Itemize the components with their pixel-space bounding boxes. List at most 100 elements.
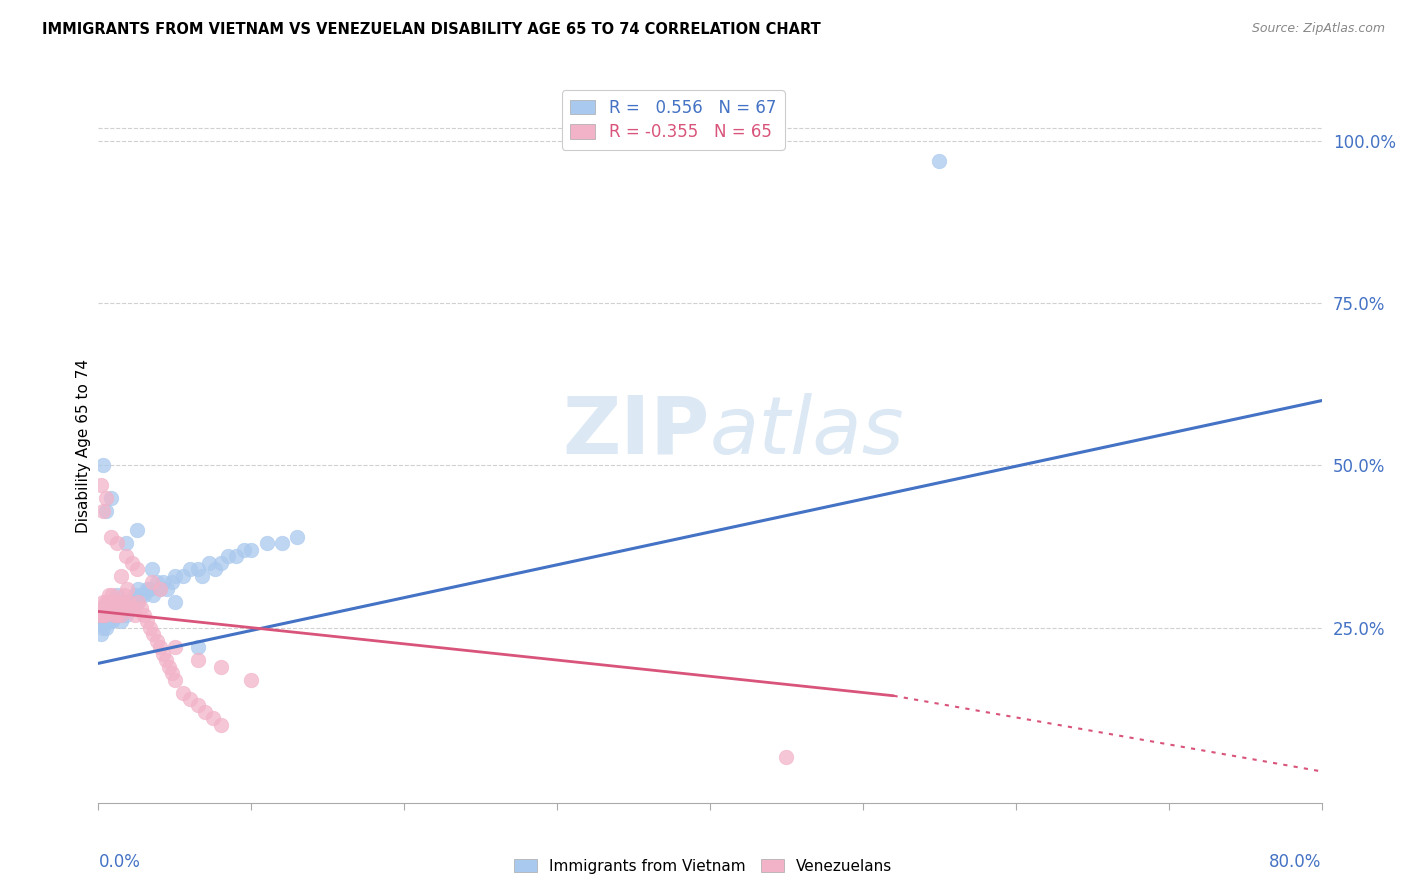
Point — [134, 607, 156, 622]
Point — [172, 685, 194, 699]
Point — [118, 595, 141, 609]
Point — [118, 595, 141, 609]
Point — [240, 673, 263, 687]
Point — [94, 601, 117, 615]
Point — [139, 621, 162, 635]
Point — [209, 718, 232, 732]
Text: 0.0%: 0.0% — [98, 853, 141, 871]
Point — [94, 601, 117, 615]
Point — [141, 575, 163, 590]
Point — [100, 601, 122, 615]
Point — [90, 627, 112, 641]
Point — [104, 601, 127, 615]
Point — [163, 640, 186, 654]
Point — [100, 614, 122, 628]
Point — [100, 595, 122, 609]
Point — [101, 588, 124, 602]
Point — [105, 588, 128, 602]
Point — [111, 595, 134, 609]
Point — [105, 607, 128, 622]
Point — [240, 542, 263, 557]
Point — [98, 595, 121, 609]
Point — [90, 478, 112, 492]
Point — [97, 601, 120, 615]
Point — [111, 601, 134, 615]
Text: IMMIGRANTS FROM VIETNAM VS VENEZUELAN DISABILITY AGE 65 TO 74 CORRELATION CHART: IMMIGRANTS FROM VIETNAM VS VENEZUELAN DI… — [42, 22, 821, 37]
Point — [191, 568, 214, 582]
Point — [129, 601, 152, 615]
Point — [163, 568, 186, 582]
Point — [194, 705, 217, 719]
Point — [91, 504, 114, 518]
Point — [160, 666, 183, 681]
Point — [136, 582, 159, 596]
Point — [775, 750, 797, 764]
Point — [217, 549, 239, 564]
Point — [107, 601, 129, 615]
Point — [156, 582, 179, 596]
Point — [187, 640, 209, 654]
Point — [89, 607, 111, 622]
Point — [121, 601, 143, 615]
Point — [209, 556, 232, 570]
Point — [107, 595, 129, 609]
Point — [105, 536, 128, 550]
Point — [142, 627, 165, 641]
Legend: Immigrants from Vietnam, Venezuelans: Immigrants from Vietnam, Venezuelans — [508, 853, 898, 880]
Point — [100, 491, 122, 505]
Point — [125, 562, 148, 576]
Point — [121, 556, 143, 570]
Point — [127, 582, 149, 596]
Point — [134, 588, 156, 602]
Point — [105, 607, 128, 622]
Point — [103, 601, 125, 615]
Point — [152, 647, 174, 661]
Point — [103, 607, 125, 622]
Point — [121, 595, 143, 609]
Point — [90, 601, 112, 615]
Point — [232, 542, 254, 557]
Point — [125, 595, 148, 609]
Point — [256, 536, 278, 550]
Point — [270, 536, 292, 550]
Point — [100, 607, 122, 622]
Point — [91, 595, 114, 609]
Point — [125, 524, 148, 538]
Point — [149, 582, 172, 596]
Point — [104, 607, 127, 622]
Point — [209, 659, 232, 673]
Point — [187, 653, 209, 667]
Point — [115, 601, 138, 615]
Point — [928, 153, 950, 168]
Point — [152, 575, 174, 590]
Point — [141, 562, 163, 576]
Point — [89, 614, 111, 628]
Point — [197, 556, 219, 570]
Point — [94, 491, 117, 505]
Point — [179, 562, 201, 576]
Point — [115, 607, 138, 622]
Point — [155, 653, 177, 667]
Point — [108, 601, 131, 615]
Text: Source: ZipAtlas.com: Source: ZipAtlas.com — [1251, 22, 1385, 36]
Point — [124, 607, 146, 622]
Point — [108, 607, 131, 622]
Point — [225, 549, 247, 564]
Point — [202, 711, 225, 725]
Point — [145, 575, 167, 590]
Point — [91, 621, 114, 635]
Point — [127, 595, 149, 609]
Point — [90, 607, 112, 622]
Point — [93, 607, 115, 622]
Legend: R =   0.556   N = 67, R = -0.355   N = 65: R = 0.556 N = 67, R = -0.355 N = 65 — [562, 90, 785, 150]
Point — [129, 588, 152, 602]
Point — [93, 614, 115, 628]
Point — [94, 504, 117, 518]
Point — [179, 692, 201, 706]
Point — [163, 595, 186, 609]
Point — [187, 698, 209, 713]
Point — [145, 633, 167, 648]
Point — [100, 530, 122, 544]
Point — [93, 601, 115, 615]
Point — [93, 607, 115, 622]
